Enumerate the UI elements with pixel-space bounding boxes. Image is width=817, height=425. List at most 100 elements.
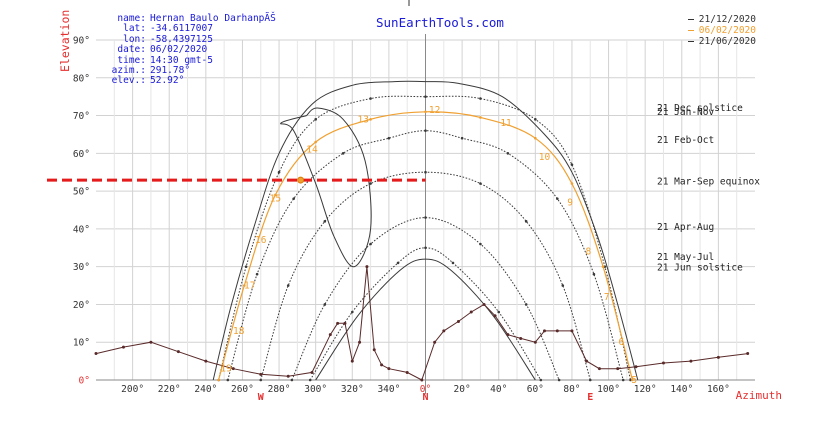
- series-point: [358, 340, 362, 344]
- y-tick-label: 50°: [73, 187, 90, 198]
- series-point: [542, 329, 546, 333]
- series-point: [277, 170, 281, 174]
- x-tick-label: 20°: [454, 384, 471, 395]
- y-tick-label: 80°: [73, 73, 90, 84]
- legend-label: 21/12/2020: [698, 14, 756, 25]
- series-point: [314, 140, 317, 144]
- series-point: [323, 220, 327, 223]
- compass-label-n: N: [422, 392, 428, 403]
- curve-label: 21 Feb-Oct: [657, 135, 714, 146]
- series-point: [310, 370, 314, 374]
- y-tick-label: 70°: [73, 111, 90, 122]
- info-key: lon:: [123, 33, 146, 45]
- series-point: [506, 152, 510, 155]
- series-point: [603, 265, 607, 268]
- info-row: lon: -58.4397125: [98, 33, 353, 45]
- series-point: [424, 246, 427, 250]
- series-point: [314, 118, 317, 121]
- legend-swatch: [687, 19, 694, 20]
- series-line: [95, 266, 748, 381]
- legend-entry: 21/12/2020: [658, 14, 756, 25]
- series-line: [315, 258, 536, 381]
- info-value: -58.4397125: [150, 33, 213, 45]
- series-point: [387, 367, 391, 371]
- hour-label: 17: [244, 281, 255, 292]
- series-point: [286, 374, 290, 378]
- series-line: [218, 95, 631, 381]
- curve-label: 21 Apr-Aug: [657, 222, 714, 233]
- series-point: [561, 284, 565, 287]
- series-point: [369, 242, 372, 246]
- series-point: [328, 333, 332, 337]
- x-tick-label: 340°: [377, 384, 400, 395]
- info-key: date:: [117, 44, 146, 56]
- hour-label: 19: [220, 364, 232, 375]
- series-point: [557, 378, 561, 382]
- series-point: [255, 272, 259, 276]
- y-tick-label: 10°: [73, 338, 90, 349]
- current-sun-position: [297, 176, 305, 184]
- series-point: [94, 352, 98, 356]
- series-point: [336, 321, 340, 325]
- series-point: [323, 303, 327, 306]
- series-point: [369, 97, 372, 100]
- x-tick-label: 240°: [194, 384, 217, 395]
- series-point: [629, 378, 632, 382]
- series-point: [524, 220, 528, 223]
- series-point: [341, 152, 345, 155]
- legend-label: 06/02/2020: [698, 25, 756, 36]
- hour-label: 8: [586, 247, 592, 258]
- series-point: [493, 314, 497, 318]
- legend-swatch: [687, 30, 694, 31]
- series-point: [597, 367, 601, 371]
- series-point: [350, 359, 354, 363]
- legend-label: 21/06/2020: [698, 36, 756, 47]
- hour-label: 14: [306, 145, 318, 156]
- brand-title[interactable]: SunEarthTools.com: [376, 15, 504, 30]
- series-point: [405, 370, 409, 374]
- series-point: [506, 333, 510, 337]
- series-point: [387, 136, 391, 140]
- hour-label: 6: [619, 337, 625, 348]
- x-tick-label: 40°: [490, 384, 507, 395]
- series-point: [533, 340, 537, 344]
- hour-label: 16: [255, 235, 267, 246]
- series-point: [259, 378, 263, 382]
- info-key: time:: [117, 54, 146, 66]
- hour-label: 12: [429, 105, 440, 116]
- sun-curves: [47, 80, 750, 382]
- series-point: [497, 310, 501, 314]
- series-point: [259, 372, 263, 376]
- info-key: lat:: [123, 23, 146, 35]
- series-point: [420, 378, 424, 382]
- series-point: [274, 193, 277, 197]
- x-tick-label: 100°: [597, 384, 620, 395]
- y-axis-title: Elevation: [58, 9, 72, 72]
- hour-label: 7: [604, 292, 610, 303]
- curve-label: 21 May-Jul: [657, 252, 714, 263]
- chart-labels: 19 18 17 16 15 14 13 12 11 10 9 8 7 6 5 21 Dec solstice…: [220, 103, 760, 386]
- x-tick-label: 280°: [268, 384, 291, 395]
- x-tick-label: 300°: [304, 384, 327, 395]
- series-point: [380, 363, 384, 367]
- series-point: [570, 163, 574, 166]
- series-point: [121, 345, 125, 349]
- hour-label: 15: [270, 194, 281, 205]
- series-point: [601, 265, 605, 268]
- series-point: [204, 359, 208, 363]
- series-point: [369, 118, 372, 121]
- series-point: [616, 367, 620, 371]
- series-point: [217, 378, 220, 382]
- series-point: [396, 261, 400, 265]
- x-tick-label: 320°: [341, 384, 364, 395]
- legend-swatch: [687, 41, 694, 42]
- info-key: elev.:: [111, 75, 146, 87]
- series-line: [227, 130, 624, 381]
- series-point: [369, 182, 372, 185]
- curve-label: 21 Dec solstice: [657, 103, 743, 114]
- series-point: [343, 321, 347, 325]
- hour-label: 13: [358, 114, 369, 125]
- series-point: [570, 182, 574, 185]
